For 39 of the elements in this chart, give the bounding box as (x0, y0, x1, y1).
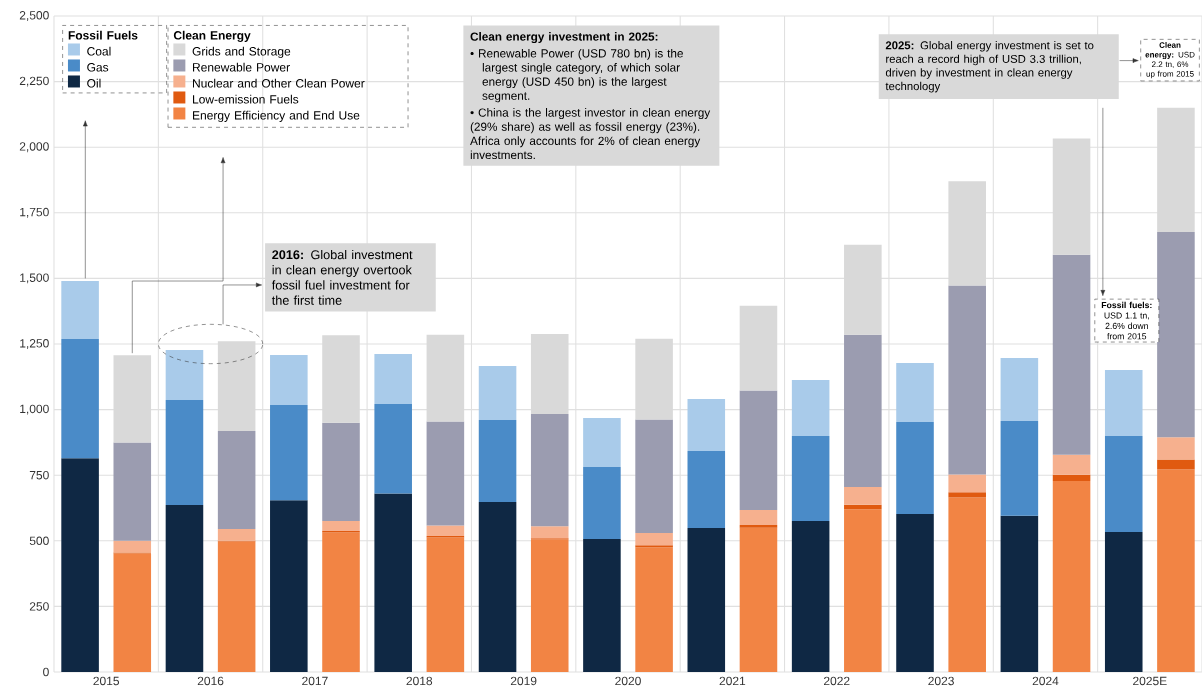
legend-label: Nuclear and Other Clean Power (193, 78, 365, 88)
x-tick-label: 2018 (406, 676, 433, 686)
legend-label: Energy Efficiency and End Use (193, 110, 360, 122)
legend-label: Oil (87, 78, 101, 88)
x-tick-label: 2021 (719, 676, 746, 686)
x-tick-label: 2016 (197, 676, 224, 686)
y-tick-label: 0 (43, 667, 49, 677)
text: Fossil Fuels (68, 30, 138, 40)
x-tick-label: 2020 (615, 676, 641, 686)
legend-label: Renewable Power (193, 62, 290, 72)
x-tick-label: 2015 (93, 676, 120, 686)
annotation: • China is the largest investor in clean energy (29% share) as well as fossil energy (23%). Africa only accounts for 2% of clean energy investments. (470, 108, 711, 160)
y-tick-label: 750 (29, 470, 49, 480)
y-tick-label: 1,250 (20, 339, 49, 349)
y-tick-label: 2,250 (19, 76, 49, 87)
legend-label: Gas (87, 63, 109, 72)
annotation: 2025: Global energy investment is set to reach a record high of USD 3.3 trillion, driven by investment in clean energy technology (885, 41, 1094, 93)
annotation: Fossil fuels: USD 1.1 tn, 2.6% down from 2015 (1101, 301, 1152, 340)
y-tick-label: 1,750 (20, 207, 49, 218)
x-tick-label: 2019 (510, 676, 537, 686)
y-tick-label: 2,000 (19, 142, 49, 153)
text: Clean Energy (173, 30, 251, 43)
annotation: Clean energy investment in 2025: (470, 32, 658, 44)
x-tick-label: 2024 (1032, 676, 1059, 686)
x-tick-label: 2017 (302, 676, 328, 686)
annotation: Clean energy: USD 2.2 tn, 6% up from 2015 (1145, 42, 1195, 79)
y-tick-label: 250 (29, 602, 49, 611)
legend-label: Grids and Storage (192, 46, 291, 58)
x-tick-label: 2025E (1133, 676, 1167, 686)
annotation: 2016: Global investment in clean energy overtook fossil fuel investment for the first time (271, 249, 413, 305)
x-tick-label: 2023 (928, 676, 954, 686)
annotation: • Renewable Power (USD 780 bn) is the largest single category, of which solar energy (USD 450 bn) is the largest segment. (470, 48, 683, 103)
y-tick-label: 500 (29, 536, 49, 546)
legend-label: Coal (87, 46, 111, 56)
y-tick-label: 1,000 (20, 404, 49, 415)
y-tick-label: 1,500 (20, 273, 49, 284)
y-tick-label: 2,500 (19, 11, 49, 21)
legend-label: Low-emission Fuels (193, 94, 299, 104)
x-tick-label: 2022 (824, 676, 850, 686)
